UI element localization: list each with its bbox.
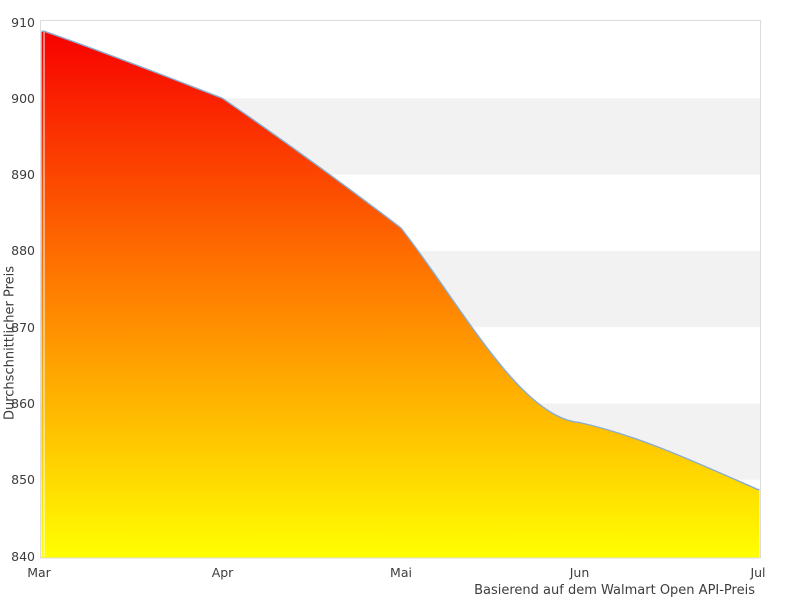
y-tick-label: 860 — [11, 395, 35, 411]
y-tick-label: 910 — [11, 14, 35, 30]
y-tick-label: 840 — [11, 548, 35, 564]
x-tick-label: Jun — [569, 565, 590, 580]
x-tick-label: Jul — [750, 565, 766, 580]
y-tick-label: 890 — [11, 167, 35, 183]
x-tick-label: Mai — [390, 565, 412, 580]
y-tick-label: 880 — [11, 243, 35, 259]
chart-source-caption: Basierend auf dem Walmart Open API-Preis — [474, 583, 755, 598]
y-tick-label: 870 — [11, 319, 35, 335]
series-line — [41, 30, 760, 491]
y-tick-label: 900 — [11, 90, 35, 106]
y-tick-label: 850 — [11, 472, 35, 488]
x-tick-label: Apr — [211, 565, 234, 580]
area-fill — [41, 31, 760, 558]
plot-frame — [40, 20, 761, 559]
x-tick-label: Mar — [27, 565, 51, 580]
